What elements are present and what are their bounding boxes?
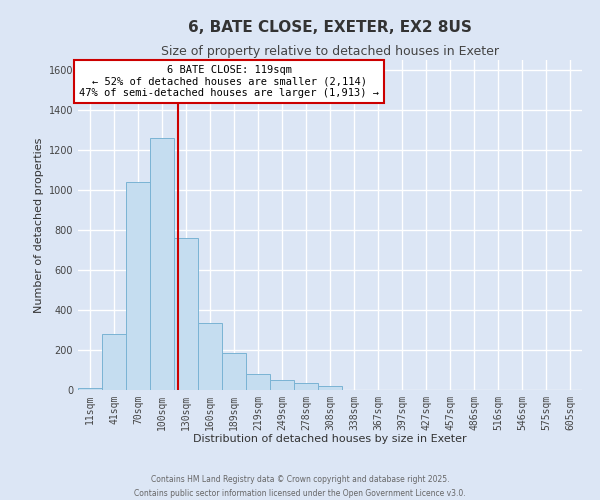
Bar [294, 382, 318, 390]
Text: Contains HM Land Registry data © Crown copyright and database right 2025.
Contai: Contains HM Land Registry data © Crown c… [134, 476, 466, 498]
Bar [246, 374, 270, 390]
Bar [174, 238, 198, 390]
Bar [198, 323, 222, 390]
Bar [270, 380, 294, 390]
Text: Size of property relative to detached houses in Exeter: Size of property relative to detached ho… [161, 45, 499, 58]
Bar [102, 334, 126, 390]
Bar [126, 182, 150, 390]
X-axis label: Distribution of detached houses by size in Exeter: Distribution of detached houses by size … [193, 434, 467, 444]
Bar [150, 138, 174, 390]
Bar [318, 386, 342, 390]
Bar [78, 388, 102, 390]
Bar [222, 353, 246, 390]
Text: 6, BATE CLOSE, EXETER, EX2 8US: 6, BATE CLOSE, EXETER, EX2 8US [188, 20, 472, 35]
Text: 6 BATE CLOSE: 119sqm
← 52% of detached houses are smaller (2,114)
47% of semi-de: 6 BATE CLOSE: 119sqm ← 52% of detached h… [79, 65, 379, 98]
Y-axis label: Number of detached properties: Number of detached properties [34, 138, 44, 312]
